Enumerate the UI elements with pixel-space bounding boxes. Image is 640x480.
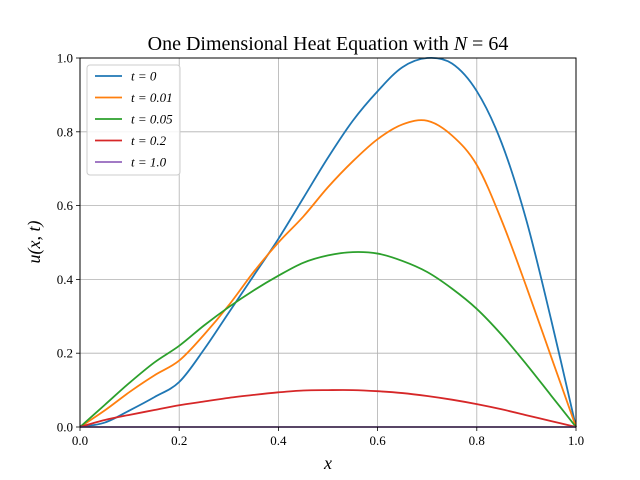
y-tick-label: 0.0 xyxy=(57,420,73,435)
legend-label-4: t = 1.0 xyxy=(131,155,167,170)
x-tick-label: 0.2 xyxy=(171,433,187,448)
series-line-1 xyxy=(79,119,577,428)
legend-label-1: t = 0.01 xyxy=(131,90,173,105)
x-axis-label: x xyxy=(323,453,332,473)
legend-box xyxy=(86,64,181,176)
x-tick-label: 0.6 xyxy=(369,433,386,448)
legend-label-0: t = 0 xyxy=(131,69,157,84)
y-tick-label: 0.4 xyxy=(57,272,74,287)
y-axis-label: u(x, t) xyxy=(24,221,45,264)
legend-label-2: t = 0.05 xyxy=(131,112,173,127)
x-tick-label: 0.0 xyxy=(72,433,88,448)
y-tick-label: 0.8 xyxy=(57,124,73,139)
series-line-3 xyxy=(79,389,577,428)
x-tick-label: 0.4 xyxy=(270,433,287,448)
legend-label-3: t = 0.2 xyxy=(131,133,167,148)
legend: t = 0 t = 0.01 t = 0.05 t = 0.2 t = 1.0 xyxy=(86,64,181,176)
chart-title: One Dimensional Heat Equation with N = 6… xyxy=(148,33,509,55)
y-tick-label: 0.2 xyxy=(57,346,73,361)
plot-area-frame xyxy=(79,57,577,428)
x-tick-label: 1.0 xyxy=(568,433,584,448)
y-axis-ticks: 0.0 0.2 0.4 0.6 0.8 1.0 xyxy=(57,51,80,435)
x-axis-ticks: 0.0 0.2 0.4 0.6 0.8 1.0 xyxy=(72,427,584,448)
series-line-2 xyxy=(79,251,577,428)
series-lines xyxy=(79,56,577,428)
x-tick-label: 0.8 xyxy=(469,433,485,448)
y-tick-label: 1.0 xyxy=(57,51,73,66)
y-tick-label: 0.6 xyxy=(57,198,74,213)
series-line-0 xyxy=(79,56,577,428)
